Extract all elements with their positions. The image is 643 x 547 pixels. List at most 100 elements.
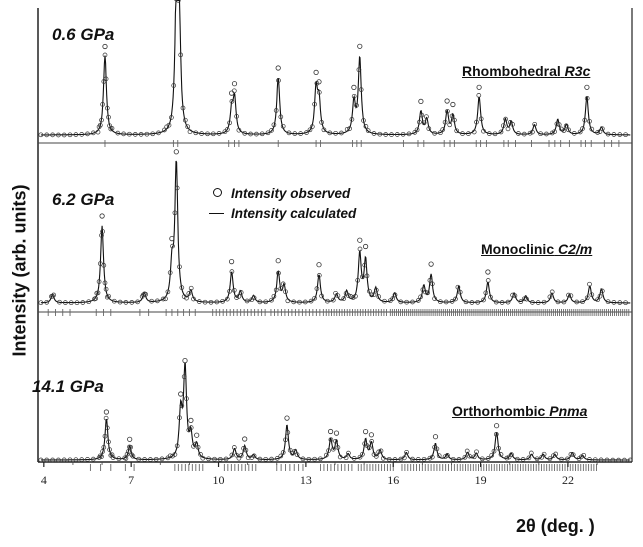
observed-point bbox=[561, 299, 567, 305]
observed-point bbox=[581, 452, 587, 458]
observed-point bbox=[599, 126, 605, 132]
diffraction-panel-1 bbox=[38, 149, 631, 316]
observed-point bbox=[534, 456, 540, 462]
observed-point bbox=[444, 98, 450, 104]
observed-point bbox=[121, 131, 126, 137]
observed-point bbox=[97, 122, 103, 128]
observed-point bbox=[453, 296, 458, 302]
observed-point bbox=[348, 294, 354, 299]
observed-point bbox=[360, 274, 365, 280]
observed-point bbox=[474, 119, 479, 125]
observed-point bbox=[107, 447, 112, 452]
observed-point bbox=[297, 299, 302, 305]
observed-point bbox=[56, 132, 61, 138]
observed-point bbox=[136, 456, 142, 462]
observed-point bbox=[194, 432, 200, 438]
observed-point bbox=[79, 132, 85, 137]
observed-point bbox=[422, 289, 428, 295]
observed-point bbox=[438, 299, 443, 305]
observed-point bbox=[95, 290, 101, 296]
observed-point bbox=[269, 456, 274, 462]
observed-point bbox=[462, 454, 468, 460]
observed-point bbox=[623, 300, 628, 306]
observed-point bbox=[186, 291, 192, 296]
observed-point bbox=[427, 455, 433, 461]
observed-point bbox=[541, 299, 547, 305]
observed-point bbox=[229, 269, 235, 274]
observed-point bbox=[354, 103, 359, 108]
observed-point bbox=[325, 298, 330, 304]
observed-point bbox=[210, 131, 216, 137]
observed-point bbox=[117, 299, 123, 305]
observed-point bbox=[122, 455, 128, 461]
observed-point bbox=[404, 449, 409, 455]
x-tick-label: 7 bbox=[128, 473, 134, 487]
observed-point bbox=[285, 298, 291, 304]
observed-point bbox=[160, 296, 166, 302]
observed-point bbox=[63, 300, 68, 305]
observed-point bbox=[129, 300, 135, 305]
observed-point bbox=[309, 124, 315, 129]
observed-point bbox=[390, 296, 396, 301]
observed-point bbox=[599, 288, 605, 294]
observed-point bbox=[323, 452, 329, 458]
observed-point bbox=[382, 298, 387, 304]
observed-point bbox=[85, 131, 90, 137]
observed-point bbox=[163, 296, 168, 302]
x-axis-label: 2θ (deg. ) bbox=[516, 516, 595, 536]
observed-point bbox=[457, 289, 463, 295]
observed-point bbox=[398, 299, 404, 305]
observed-point bbox=[231, 287, 237, 293]
observed-point bbox=[456, 457, 462, 462]
observed-point bbox=[50, 457, 55, 463]
observed-point bbox=[351, 93, 357, 99]
observed-point bbox=[415, 298, 421, 303]
observed-point bbox=[592, 457, 598, 463]
observed-point bbox=[491, 448, 497, 454]
observed-point bbox=[467, 453, 472, 459]
observed-point bbox=[231, 88, 237, 94]
observed-point bbox=[595, 297, 600, 303]
observed-point bbox=[229, 99, 235, 104]
observed-point bbox=[229, 452, 235, 458]
observed-point bbox=[280, 281, 286, 287]
observed-point bbox=[184, 396, 189, 401]
observed-point bbox=[184, 295, 189, 301]
observed-point bbox=[362, 428, 369, 435]
observed-point bbox=[312, 101, 317, 107]
observed-point bbox=[327, 130, 333, 136]
observed-point bbox=[401, 455, 407, 461]
observed-point bbox=[174, 443, 180, 449]
observed-point bbox=[127, 131, 132, 137]
observed-point bbox=[571, 131, 577, 136]
observed-point bbox=[471, 454, 477, 460]
observed-point bbox=[99, 454, 104, 459]
observed-point bbox=[278, 286, 284, 291]
observed-point bbox=[216, 131, 222, 136]
observed-point bbox=[79, 457, 85, 462]
observed-point bbox=[509, 452, 514, 457]
observed-point bbox=[464, 448, 470, 454]
phase-label-2: Orthorhombic Pnma bbox=[452, 403, 587, 419]
observed-point bbox=[565, 456, 570, 462]
observed-point bbox=[547, 456, 553, 462]
observed-point bbox=[598, 457, 604, 463]
observed-point bbox=[486, 131, 492, 136]
observed-point bbox=[182, 357, 188, 364]
observed-point bbox=[217, 456, 223, 462]
observed-point bbox=[327, 428, 334, 435]
observed-point bbox=[466, 131, 471, 136]
observed-point bbox=[61, 132, 67, 138]
diffraction-panel-0 bbox=[38, 0, 631, 147]
observed-point bbox=[394, 132, 400, 137]
observed-point bbox=[355, 277, 361, 283]
observed-point bbox=[50, 293, 55, 299]
observed-point bbox=[102, 43, 108, 50]
phase-group-1: C2/m bbox=[558, 241, 593, 257]
observed-point bbox=[424, 114, 429, 120]
observed-point bbox=[101, 79, 107, 84]
observed-point bbox=[172, 210, 178, 216]
observed-point bbox=[195, 444, 201, 450]
observed-point bbox=[205, 131, 210, 137]
observed-point bbox=[312, 456, 317, 462]
